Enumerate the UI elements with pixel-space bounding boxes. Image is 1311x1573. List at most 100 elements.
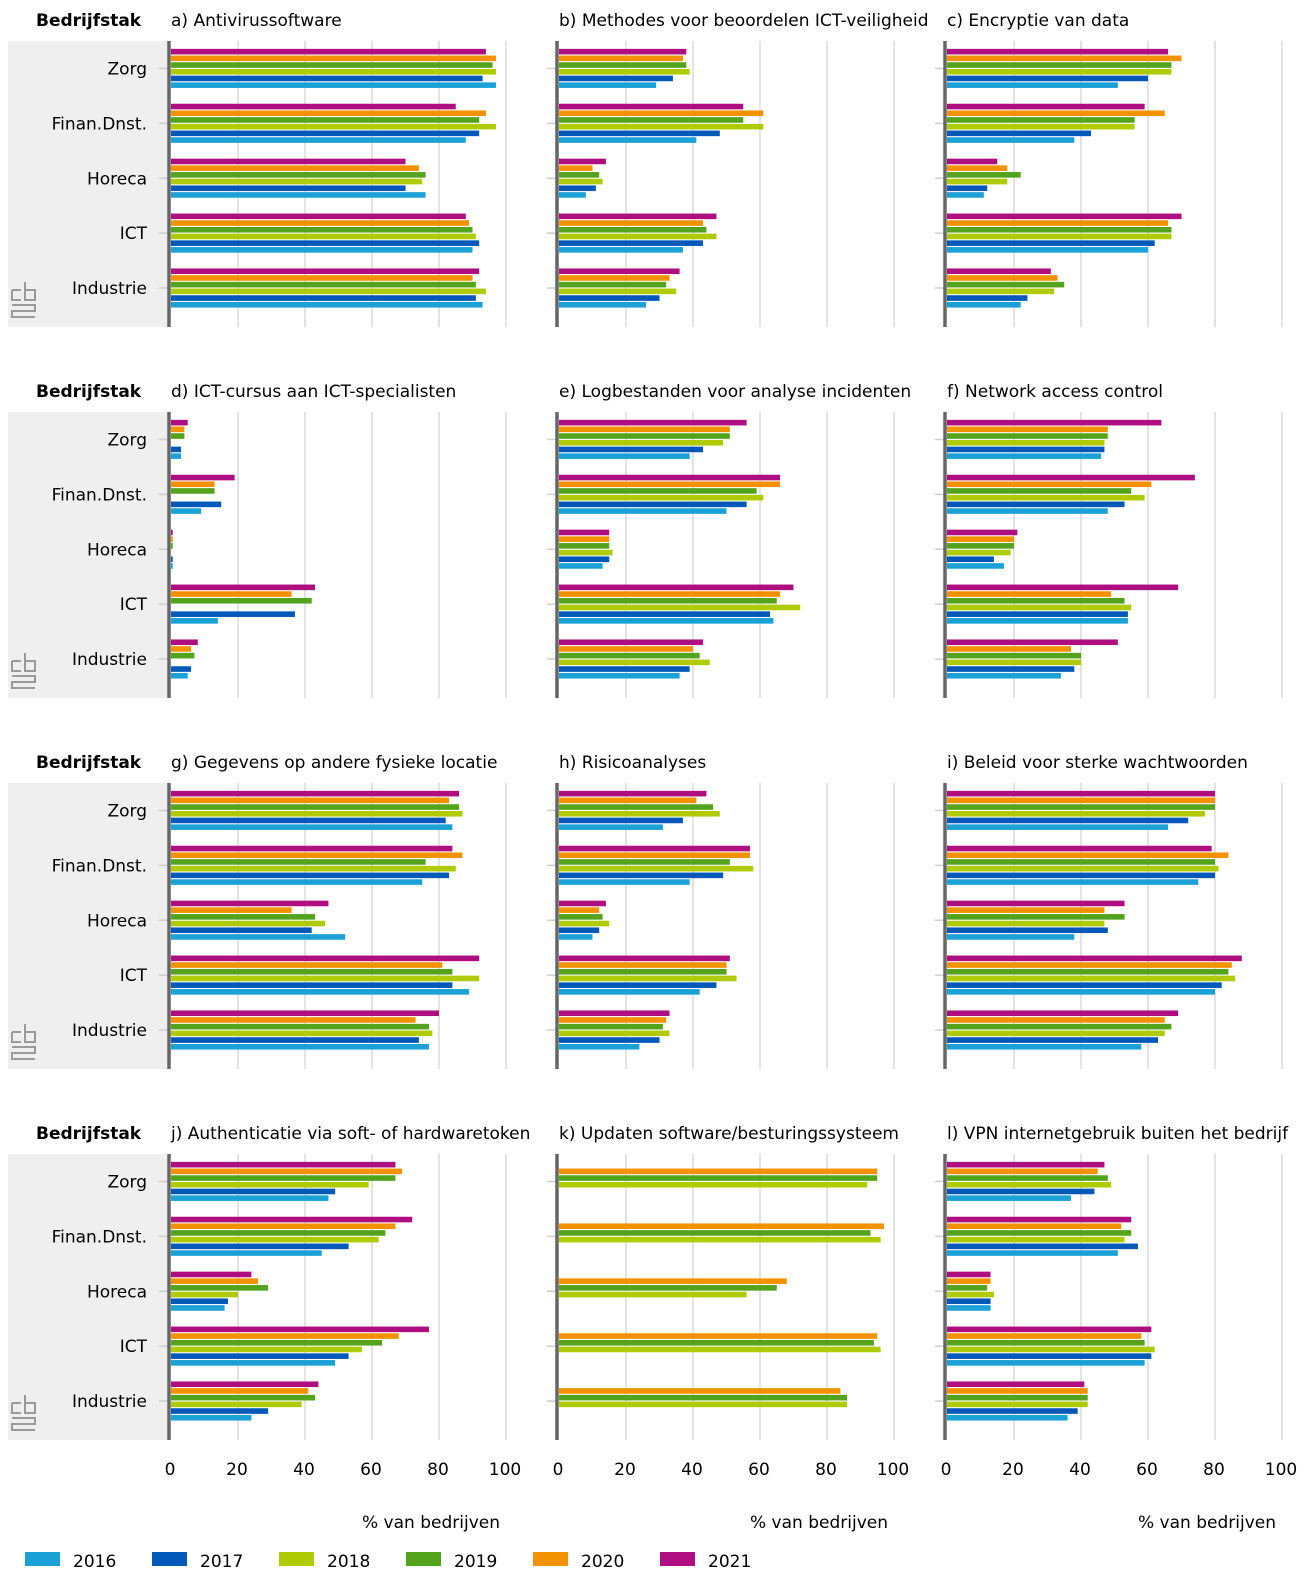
bar-2016 [171, 1305, 225, 1311]
bar-2020 [171, 591, 292, 597]
bar-2021 [559, 474, 781, 481]
x-tick-label: 80 [815, 1460, 837, 1480]
category-label: Industrie [72, 1021, 147, 1041]
bar-2019 [559, 281, 667, 288]
bar-2018 [947, 68, 1172, 75]
bar-2020 [947, 1333, 1142, 1339]
bar-2018 [947, 494, 1145, 501]
logo-icon [11, 282, 36, 318]
legend-swatch [406, 1552, 441, 1566]
panel-title: g) Gegevens op andere fysieke locatie [171, 753, 497, 773]
bar-2021 [947, 529, 1018, 536]
bar-2016 [559, 137, 697, 143]
bar-2020 [947, 1017, 1165, 1023]
bar-2017 [947, 817, 1189, 824]
bar-2018 [559, 68, 690, 75]
bar-2020 [171, 55, 496, 62]
bar-2020 [171, 1278, 259, 1284]
bar-2021 [559, 1010, 670, 1017]
bar-2020 [559, 797, 697, 804]
row-header-label: Bedrijfstak [36, 753, 142, 773]
bar-2018 [171, 1291, 238, 1298]
bar-2018 [947, 1236, 1125, 1243]
bar-2019 [559, 1023, 663, 1030]
bar-2017 [171, 666, 192, 672]
bar-2017 [559, 556, 610, 563]
bar-2016 [171, 672, 188, 679]
panel-k: k) Updaten software/besturingssysteem 0 20… [547, 1124, 909, 1533]
bar-2016 [171, 824, 453, 830]
bar-2017 [947, 1408, 1078, 1414]
bar-2020 [559, 852, 750, 859]
bar-2018 [171, 865, 456, 872]
bar-2017 [559, 295, 660, 301]
panel-title: h) Risicoanalyses [559, 753, 706, 773]
bar-2016 [947, 247, 1148, 253]
bar-2019 [171, 226, 473, 233]
bar-2018 [171, 1030, 433, 1037]
x-tick-label: 80 [1203, 1460, 1225, 1480]
bar-2021 [559, 48, 687, 55]
x-tick-label: 20 [1002, 1460, 1024, 1480]
panel-g: Bedrijfstak Zorg Finan.Dnst. Horeca ICT Indus… [8, 753, 507, 1069]
bar-2018 [559, 1291, 747, 1298]
category-label: ICT [120, 1337, 148, 1357]
bar-2017 [947, 1353, 1152, 1359]
x-tick-label: 100 [877, 1460, 909, 1480]
bar-2020 [171, 481, 215, 488]
bar-2018 [171, 810, 463, 817]
bar-2019 [947, 281, 1065, 288]
bar-2016 [947, 192, 984, 198]
bar-2020 [559, 165, 593, 171]
bar-2018 [171, 1346, 362, 1353]
bar-2019 [171, 117, 480, 123]
bar-2019 [559, 172, 600, 178]
bar-2019 [171, 488, 215, 494]
bar-2017 [559, 817, 683, 824]
bar-2018 [171, 68, 496, 75]
bar-2021 [559, 529, 610, 536]
bar-2018 [171, 1236, 379, 1243]
bar-2018 [559, 233, 717, 240]
x-tick-label: 40 [681, 1460, 703, 1480]
bar-2018 [559, 810, 720, 817]
bar-2020 [171, 962, 443, 968]
bar-2018 [559, 1401, 848, 1408]
bar-2017 [947, 556, 994, 563]
bar-2016 [947, 1305, 991, 1311]
category-label: Finan.Dnst. [52, 485, 147, 505]
bar-2017 [559, 611, 771, 617]
bar-2020 [171, 1223, 396, 1230]
bar-2020 [171, 426, 185, 433]
bar-2021 [171, 900, 329, 907]
row-header-label: Bedrijfstak [36, 1124, 142, 1144]
bar-2020 [559, 1333, 878, 1339]
panel-b: b) Methodes voor beoordelen ICT-veilighe… [547, 11, 929, 327]
bar-2019 [947, 1285, 988, 1291]
bar-2021 [559, 268, 680, 275]
legend-label: 2017 [200, 1552, 243, 1572]
category-label: Zorg [107, 430, 147, 450]
bar-2019 [947, 1339, 1145, 1346]
bar-2019 [559, 597, 777, 604]
legend-swatch [152, 1552, 187, 1566]
bar-2016 [171, 192, 426, 198]
bar-2017 [559, 927, 600, 934]
bar-2021 [171, 584, 316, 591]
bar-2019 [171, 433, 185, 439]
row-strip [8, 412, 169, 698]
panel-title: j) Authenticatie via soft- of hardwareto… [170, 1124, 530, 1144]
panel-j: Bedrijfstak Zorg Finan.Dnst. Horeca ICT Indus… [8, 1124, 530, 1533]
category-label: Finan.Dnst. [52, 856, 147, 876]
bar-2017 [947, 872, 1215, 879]
x-axis-title: % van bedrijven [1138, 1513, 1276, 1533]
bar-2017 [947, 666, 1075, 672]
bar-2021 [947, 419, 1162, 426]
bar-2017 [947, 982, 1222, 988]
bar-2018 [559, 439, 724, 446]
bar-2020 [559, 220, 704, 226]
bar-2021 [947, 1216, 1132, 1223]
bar-2020 [171, 646, 192, 652]
legend-swatch [25, 1552, 60, 1566]
